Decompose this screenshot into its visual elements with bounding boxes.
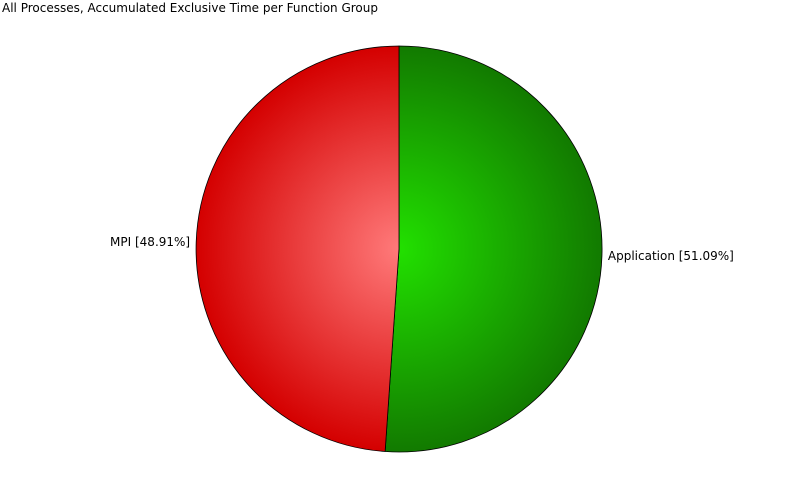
pie-label-application: Application [51.09%] [608,249,734,263]
pie-slice-mpi [195,45,400,452]
chart-title: All Processes, Accumulated Exclusive Tim… [2,1,378,15]
pie-label-mpi: MPI [48.91%] [110,235,190,249]
pie-slice-application [384,45,603,453]
